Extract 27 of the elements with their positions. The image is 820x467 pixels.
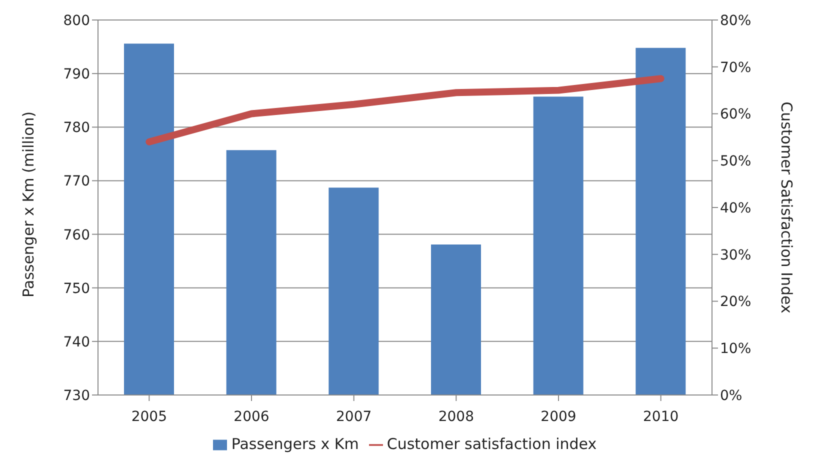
- y-tick-label: 770: [63, 174, 90, 190]
- y-tick-label: 780: [63, 120, 90, 136]
- x-tick-label: 2007: [336, 408, 372, 425]
- y2-tick-label: 50%: [720, 154, 752, 170]
- y-axis-title: Passenger x Km (million): [19, 111, 38, 298]
- y-tick-label: 740: [63, 334, 90, 350]
- y-tick-label: 730: [63, 388, 90, 404]
- legend-label: Passengers x Km: [231, 435, 359, 453]
- y2-tick-label: 20%: [720, 294, 752, 310]
- y-tick-label: 800: [63, 12, 90, 29]
- y-tick-label: 760: [63, 227, 90, 244]
- x-tick-label: 2008: [438, 408, 474, 425]
- x-tick-label: 2005: [131, 408, 167, 425]
- y-tick-label: 790: [63, 66, 90, 83]
- x-tick-label: 2009: [540, 408, 576, 425]
- x-tick-label: 2010: [643, 408, 679, 425]
- y2-tick-label: 40%: [720, 200, 752, 216]
- y2-tick-label: 10%: [720, 341, 752, 358]
- y2-axis-title: Customer Satisfaction Index: [778, 102, 796, 314]
- y2-tick-label: 30%: [720, 247, 752, 264]
- y2-tick-label: 70%: [720, 60, 752, 76]
- x-tick-label: 2006: [234, 408, 270, 425]
- legend-label: Customer satisfaction index: [386, 435, 597, 453]
- y-tick-label: 750: [63, 280, 90, 297]
- y2-tick-label: 60%: [720, 106, 752, 123]
- y2-tick-label: 80%: [720, 12, 752, 29]
- y2-tick-label: 0%: [720, 388, 742, 404]
